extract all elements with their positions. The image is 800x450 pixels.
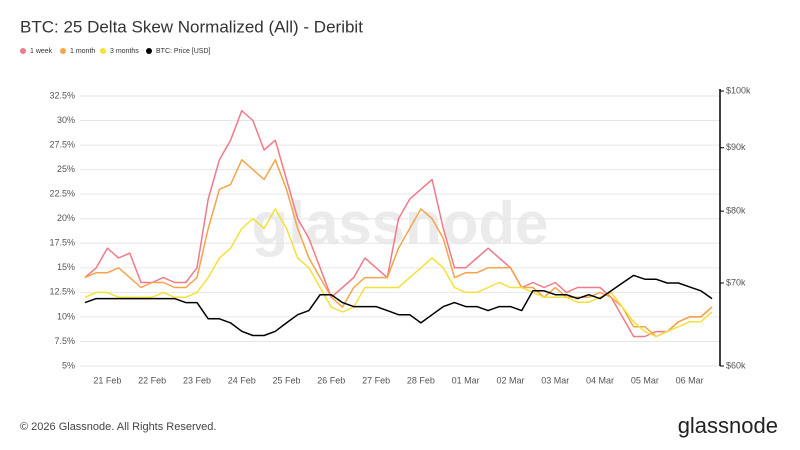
y2-tick-label: $60k	[726, 360, 746, 370]
x-tick-label: 22 Feb	[138, 375, 166, 385]
y-tick-label: 5%	[62, 360, 75, 370]
x-tick-label: 23 Feb	[183, 375, 211, 385]
y-tick-label: 10%	[57, 311, 75, 321]
y2-tick-label: $70k	[726, 277, 746, 287]
y-tick-label: 27.5%	[49, 139, 75, 149]
y-tick-label: 17.5%	[49, 238, 75, 248]
x-tick-label: 04 Mar	[586, 375, 614, 385]
y-tick-label: 12.5%	[49, 287, 75, 297]
legend-label: BTC: Price [USD]	[156, 48, 211, 55]
x-tick-label: 28 Feb	[407, 375, 435, 385]
legend-marker	[20, 48, 26, 54]
x-tick-label: 03 Mar	[541, 375, 569, 385]
legend-marker	[146, 48, 152, 54]
x-tick-label: 06 Mar	[676, 375, 704, 385]
legend-marker	[60, 48, 66, 54]
y2-tick-label: $80k	[726, 206, 746, 216]
x-tick-label: 24 Feb	[228, 375, 256, 385]
series-line	[84, 159, 713, 338]
logo: glassnode	[678, 413, 778, 438]
y2-tick-label: $90k	[726, 142, 746, 152]
series-line	[84, 274, 713, 337]
legend-label: 1 week	[30, 48, 53, 55]
y-tick-label: 7.5%	[54, 336, 75, 346]
y-tick-label: 32.5%	[49, 90, 75, 100]
y-tick-label: 15%	[57, 262, 75, 272]
x-tick-label: 25 Feb	[273, 375, 301, 385]
x-tick-label: 05 Mar	[631, 375, 659, 385]
x-tick-label: 01 Mar	[452, 375, 480, 385]
legend-marker	[100, 48, 106, 54]
y2-tick-label: $100k	[726, 85, 751, 95]
y-tick-label: 30%	[57, 115, 75, 125]
legend-label: 3 months	[110, 48, 139, 55]
legend-label: 1 month	[70, 48, 95, 55]
y-tick-label: 20%	[57, 213, 75, 223]
x-tick-label: 02 Mar	[496, 375, 524, 385]
y-tick-label: 22.5%	[49, 189, 75, 199]
x-tick-label: 26 Feb	[317, 375, 345, 385]
x-tick-label: 27 Feb	[362, 375, 390, 385]
x-tick-label: 21 Feb	[93, 375, 121, 385]
y-tick-label: 25%	[57, 164, 75, 174]
copyright: © 2026 Glassnode. All Rights Reserved.	[20, 421, 216, 433]
chart-title: BTC: 25 Delta Skew Normalized (All) - De…	[20, 17, 363, 36]
